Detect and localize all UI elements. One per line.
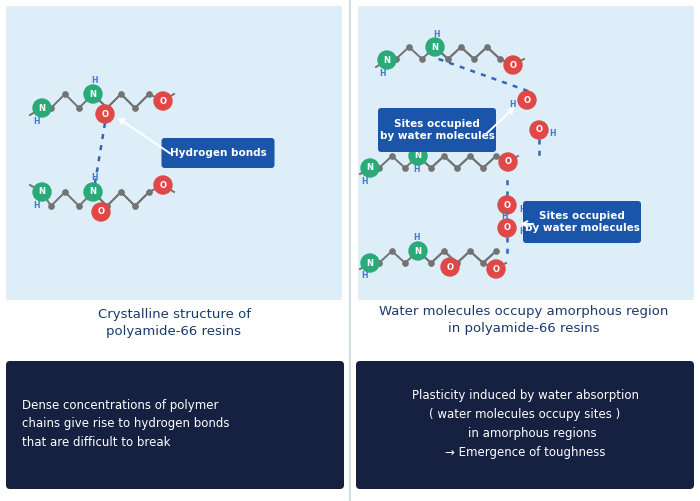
Text: O: O — [503, 200, 510, 209]
Text: N: N — [431, 43, 438, 52]
Text: O: O — [503, 223, 510, 232]
Text: N: N — [367, 163, 374, 172]
Text: H: H — [414, 164, 420, 173]
Circle shape — [504, 56, 522, 74]
Circle shape — [378, 51, 396, 69]
Circle shape — [530, 121, 548, 139]
Circle shape — [499, 153, 517, 171]
FancyBboxPatch shape — [523, 201, 641, 243]
Circle shape — [33, 183, 51, 201]
Text: N: N — [384, 56, 391, 65]
FancyBboxPatch shape — [162, 138, 274, 168]
Text: N: N — [414, 246, 421, 256]
Text: H: H — [414, 233, 420, 242]
Text: H: H — [362, 272, 368, 281]
Text: H: H — [92, 173, 98, 182]
Text: O: O — [493, 265, 500, 274]
Text: H: H — [502, 212, 508, 221]
Circle shape — [84, 183, 102, 201]
Text: Water molecules occupy amorphous region
in polyamide-66 resins: Water molecules occupy amorphous region … — [379, 305, 668, 335]
Text: Dense concentrations of polymer
chains give rise to hydrogen bonds
that are diff: Dense concentrations of polymer chains g… — [22, 398, 230, 449]
FancyBboxPatch shape — [378, 108, 496, 152]
Text: O: O — [160, 97, 167, 106]
Circle shape — [518, 91, 536, 109]
Circle shape — [487, 260, 505, 278]
Text: O: O — [510, 61, 517, 70]
Text: N: N — [414, 151, 421, 160]
Text: O: O — [102, 110, 108, 119]
Circle shape — [154, 176, 172, 194]
Text: O: O — [447, 263, 454, 272]
Circle shape — [96, 105, 114, 123]
Text: O: O — [505, 157, 512, 166]
FancyBboxPatch shape — [6, 6, 342, 300]
Circle shape — [498, 196, 516, 214]
Text: N: N — [367, 259, 374, 268]
Text: H: H — [509, 100, 515, 109]
Text: N: N — [90, 90, 97, 99]
Text: O: O — [97, 207, 104, 216]
Text: Sites occupied
by water molecules: Sites occupied by water molecules — [524, 210, 639, 233]
Text: N: N — [38, 187, 46, 196]
Circle shape — [361, 159, 379, 177]
Circle shape — [33, 99, 51, 117]
Text: H: H — [550, 129, 556, 138]
Text: Sites occupied
by water molecules: Sites occupied by water molecules — [379, 119, 494, 141]
Circle shape — [92, 203, 110, 221]
Text: H: H — [362, 176, 368, 185]
Text: H: H — [433, 30, 440, 39]
Text: H: H — [519, 227, 526, 236]
FancyBboxPatch shape — [356, 361, 694, 489]
Circle shape — [409, 147, 427, 165]
Text: N: N — [38, 104, 46, 113]
Text: N: N — [90, 187, 97, 196]
FancyBboxPatch shape — [358, 6, 694, 300]
Text: Hydrogen bonds: Hydrogen bonds — [169, 148, 267, 158]
Text: H: H — [379, 69, 385, 78]
Text: H: H — [33, 117, 39, 125]
Text: Plasticity induced by water absorption
( water molecules occupy sites )
    in a: Plasticity induced by water absorption (… — [412, 389, 638, 459]
Text: Crystalline structure of
polyamide-66 resins: Crystalline structure of polyamide-66 re… — [97, 308, 251, 338]
Text: H: H — [33, 200, 39, 209]
Circle shape — [361, 254, 379, 272]
Text: H: H — [92, 76, 98, 85]
Circle shape — [409, 242, 427, 260]
FancyBboxPatch shape — [6, 361, 344, 489]
Text: O: O — [524, 96, 531, 105]
Text: H: H — [519, 204, 526, 213]
Text: O: O — [160, 180, 167, 189]
Text: O: O — [536, 125, 542, 134]
Circle shape — [154, 92, 172, 110]
Circle shape — [426, 38, 444, 56]
Circle shape — [498, 219, 516, 237]
Circle shape — [84, 85, 102, 103]
Circle shape — [441, 258, 459, 276]
